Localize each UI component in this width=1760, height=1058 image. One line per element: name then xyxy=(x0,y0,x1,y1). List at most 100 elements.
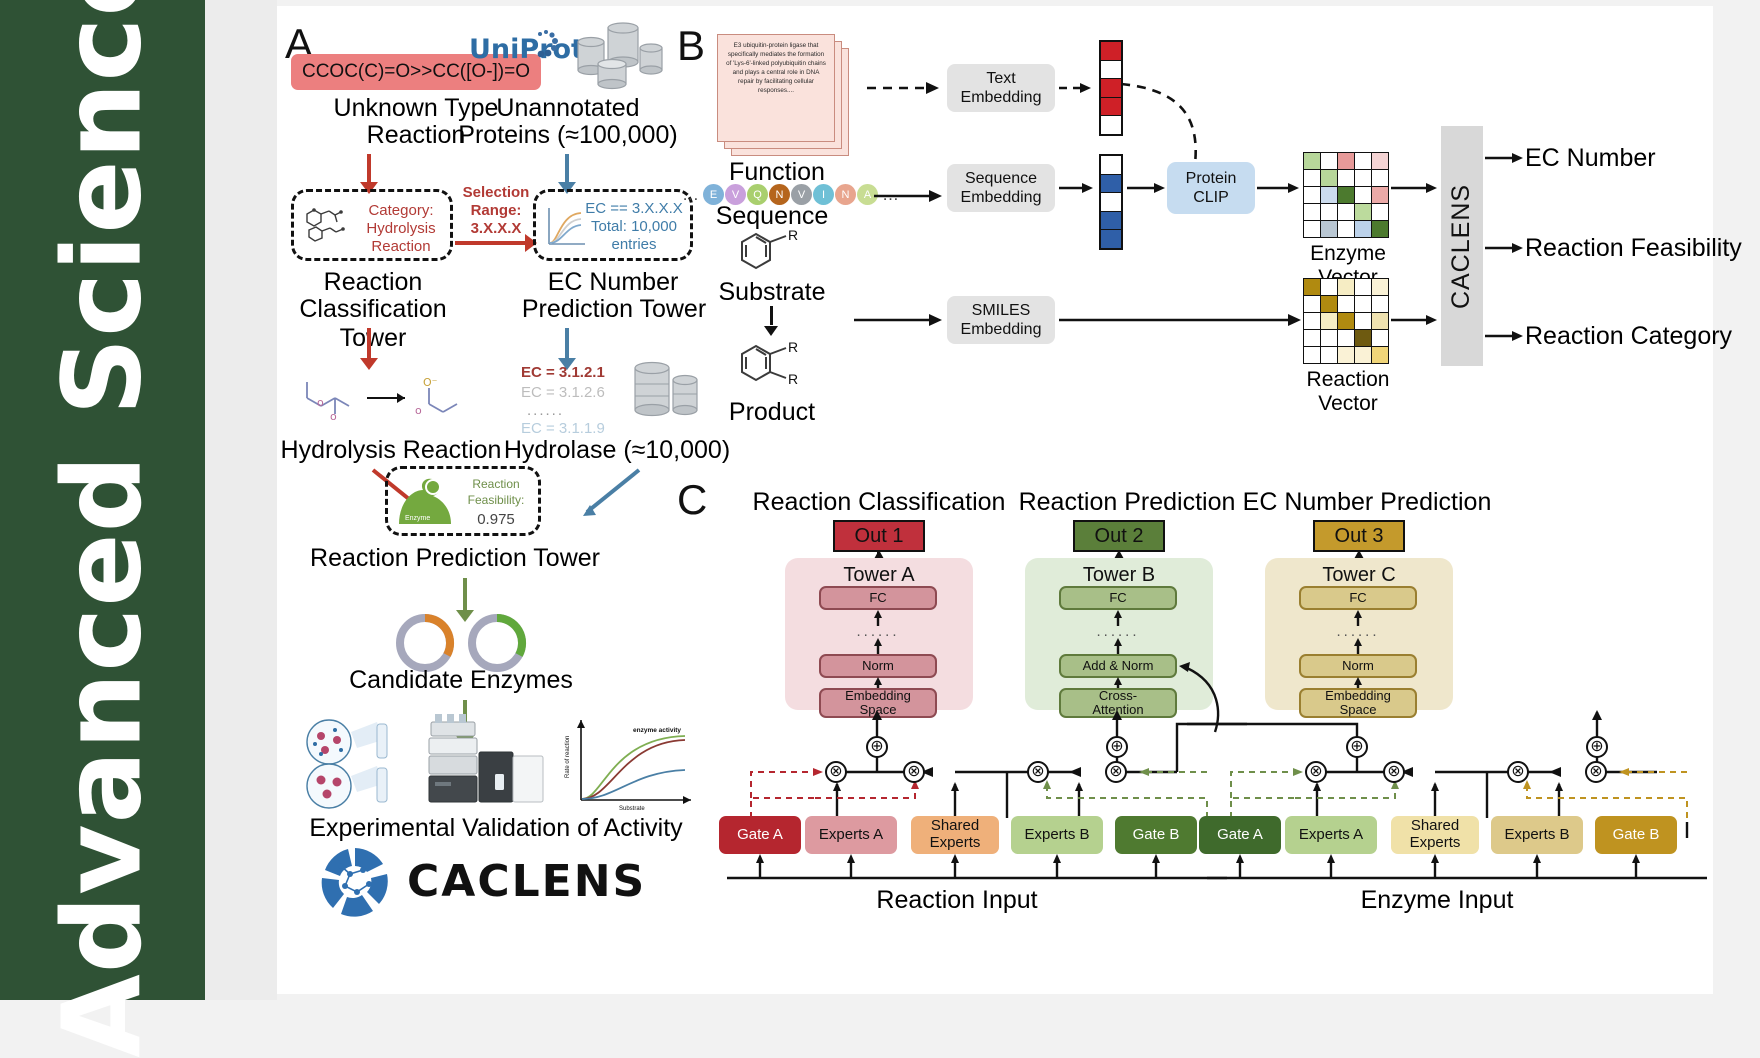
arrow-output-ec xyxy=(1485,153,1523,163)
arrow-c-1 xyxy=(1354,610,1362,626)
caclens-model-label: CACLENS xyxy=(1447,183,1476,309)
text-embedding-line-2: Embedding xyxy=(960,89,1042,106)
database-stack-icon xyxy=(577,22,663,90)
residue-5: I xyxy=(813,184,834,205)
output-reaction-feasibility: Reaction Feasibility xyxy=(1525,234,1742,262)
moe-left-shared-line-2: Experts xyxy=(929,834,981,851)
residue-4: V xyxy=(791,184,812,205)
arrow-vector-to-clip xyxy=(1127,183,1165,193)
tower-a-name: Tower A xyxy=(843,564,915,586)
enzyme-icon: Enzyme xyxy=(399,478,451,524)
moe-left-shared-experts: Shared Experts xyxy=(911,816,999,854)
page-gutter xyxy=(205,0,277,1000)
residue-1: V xyxy=(725,184,746,205)
moe-right-mul-b1: ⊗ xyxy=(1507,761,1529,783)
unannotated-label-2: Proteins (≈100,000) xyxy=(458,121,678,149)
journal-band: Advanced Science xyxy=(0,0,205,1058)
tower-c-embedding-line-1: Embedding xyxy=(1325,687,1391,703)
hydrolase-label: Hydrolase (≈10,000) xyxy=(503,436,731,464)
arrow-output-category xyxy=(1485,331,1523,341)
moe-left-gate-b: Gate B xyxy=(1115,816,1197,854)
out-1-box: Out 1 xyxy=(833,520,925,552)
residue-7: A xyxy=(857,184,878,205)
ec-number-box xyxy=(533,189,693,261)
unannotated-label-1: Unannotated xyxy=(496,94,640,122)
ec-list-item-1: EC = 3.1.2.6 xyxy=(521,384,605,401)
selection-range-3: 3.X.X.X xyxy=(470,220,522,237)
smiles-reaction-box: CCOC(C)=O>>CC([O-])=O xyxy=(291,54,541,90)
out-3-box: Out 3 xyxy=(1313,520,1405,552)
tower-a-layer-dots: ...... xyxy=(856,623,900,640)
arrow-a-1 xyxy=(874,610,882,626)
kinetics-x-label: Substrate xyxy=(619,806,645,812)
function-doc-stack: E3 ubiquitin-protein ligase that specifi… xyxy=(717,34,857,156)
caclens-logo: CACLENS xyxy=(317,844,646,918)
tower-b-cross-line-2: Attention xyxy=(1092,702,1144,717)
sequence-embedding-vector xyxy=(1099,154,1123,250)
moe-right-mul-b2: ⊗ xyxy=(1585,761,1607,783)
protein-clip-box: Protein CLIP xyxy=(1167,162,1255,214)
reaction-vector-grid xyxy=(1303,278,1389,364)
reaction-prediction-tower-label: Reaction Prediction Tower xyxy=(310,544,600,572)
ec-tower-label-1: EC Number xyxy=(547,268,679,296)
residue-0: E xyxy=(703,184,724,205)
arrow-down-reaction xyxy=(359,154,379,194)
candidate-plasmids-icon xyxy=(396,613,527,672)
moe-right-experts-a: Experts A xyxy=(1285,816,1377,854)
tower-b-layer-fc: FC xyxy=(1059,586,1177,610)
caclens-mark-icon xyxy=(321,848,388,917)
text-embedding-line-1: Text xyxy=(986,69,1016,87)
residue-3: N xyxy=(769,184,790,205)
substrate-r-group: R xyxy=(788,228,798,243)
arrow-function-to-text-embedding xyxy=(867,82,939,94)
feasibility-label-1: Reaction xyxy=(472,477,520,491)
arrow-down-candidates xyxy=(455,578,475,622)
tower-c-layer-fc: FC xyxy=(1299,586,1417,610)
enzyme-input-label: Enzyme Input xyxy=(1360,886,1514,914)
smiles-embedding-box: SMILES Embedding xyxy=(947,296,1055,344)
arrow-sequence-embedding-to-vector xyxy=(1059,183,1093,193)
column-title-ec-prediction: EC Number Prediction xyxy=(1242,488,1492,516)
moe-left-add-a: ⊕ xyxy=(866,736,888,758)
svg-text:o: o xyxy=(330,410,337,423)
sequence-embedding-line-2: Embedding xyxy=(960,189,1042,206)
moe-left-mul-b2: ⊗ xyxy=(1105,761,1127,783)
svg-text:o: o xyxy=(415,404,422,417)
reaction-vector-label: Reaction Vector xyxy=(1306,368,1390,415)
product-label: Product xyxy=(728,398,816,426)
figure-canvas: A CCOC(C)=O>>CC([O-])=O Unknown Type Rea… xyxy=(277,6,1742,994)
ec-tower-label-2: Prediction Tower xyxy=(521,295,707,323)
moe-right-shared-line-2: Experts xyxy=(1409,834,1461,851)
candidate-enzymes-label: Candidate Enzymes xyxy=(349,666,573,694)
tower-c-layer-norm: Norm xyxy=(1299,654,1417,678)
enzyme-chip-label: Enzyme xyxy=(405,515,430,522)
smiles-embedding-line-2: Embedding xyxy=(960,321,1042,338)
moe-right-shared-line-1: Shared xyxy=(1410,817,1460,835)
text-embedding-vector xyxy=(1099,40,1123,136)
arrow-smiles-to-reaction-vector xyxy=(1059,314,1301,326)
reaction-input-label: Reaction Input xyxy=(876,886,1038,914)
tower-b-layer-add-norm: Add & Norm xyxy=(1059,654,1177,678)
tower-a-layer-embedding: Embedding Space xyxy=(819,688,937,718)
moe-right-gate-a: Gate A xyxy=(1199,816,1281,854)
sequence-residues: … E V Q N V I N A … xyxy=(682,184,899,205)
moe-left-gate-a: Gate A xyxy=(719,816,801,854)
arrow-a-2 xyxy=(874,638,882,654)
arrow-sequence-to-embedding xyxy=(874,190,942,202)
moe-left-input-bus xyxy=(727,854,1227,880)
reaction-tower-label-2: Classification Tower xyxy=(299,295,447,352)
tower-c-name: Tower C xyxy=(1322,564,1396,586)
arrow-b-1 xyxy=(1114,610,1122,626)
arrow-clip-to-enzyme-vector xyxy=(1257,183,1299,193)
output-reaction-category: Reaction Category xyxy=(1525,322,1733,350)
product-r-group-1: R xyxy=(788,339,798,355)
ec-condition: EC == 3.X.X.X xyxy=(585,200,683,217)
enzyme-kinetics-plot: enzyme activity Substrate Rate of reacti… xyxy=(565,720,691,812)
ec-entries: entries xyxy=(611,236,657,253)
selection-range-1: Selection xyxy=(462,184,530,201)
text-embedding-box: Text Embedding xyxy=(947,64,1055,112)
column-title-reaction-classification: Reaction Classification xyxy=(752,488,1006,516)
tower-c-embedding-line-2: Space xyxy=(1339,702,1377,717)
sequence-label: Sequence xyxy=(715,202,829,230)
sequence-embedding-line-1: Sequence xyxy=(964,169,1038,187)
